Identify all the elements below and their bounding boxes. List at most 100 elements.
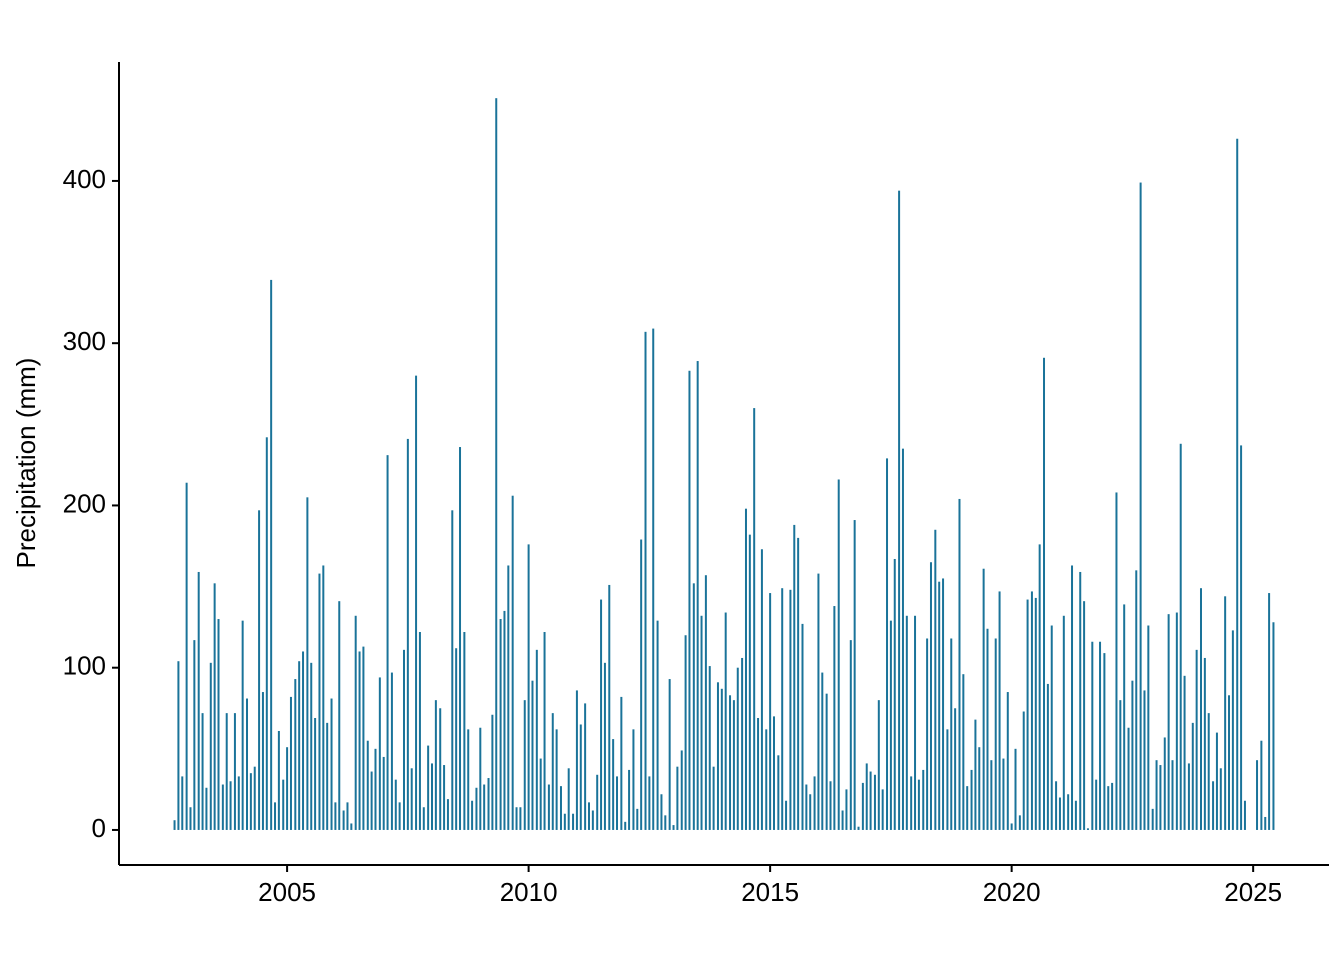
bar (781, 588, 784, 830)
bar (668, 679, 671, 830)
bar (1231, 630, 1234, 830)
bar (748, 534, 751, 830)
bar (338, 601, 341, 830)
bar (282, 779, 285, 830)
bar (1199, 588, 1202, 830)
bar (821, 672, 824, 830)
bar (905, 615, 908, 830)
bar (708, 666, 711, 830)
bar (390, 672, 393, 830)
bar (197, 571, 200, 830)
bar (1224, 596, 1227, 830)
bar (994, 638, 997, 830)
bar (201, 713, 204, 830)
bar (1187, 763, 1190, 830)
bar (246, 698, 249, 830)
bar (427, 745, 430, 830)
bar (249, 773, 252, 830)
bar (926, 638, 929, 830)
bar (1038, 544, 1041, 830)
bar (1219, 768, 1222, 830)
bar (330, 698, 333, 830)
bar (418, 632, 421, 830)
bar (527, 544, 530, 830)
bar (861, 782, 864, 830)
bar (483, 784, 486, 830)
bar (181, 776, 184, 830)
bar (1167, 614, 1170, 830)
x-tick-label: 2015 (741, 877, 799, 907)
bar (555, 729, 558, 830)
bar (1002, 758, 1005, 830)
bar (185, 482, 188, 830)
bar (1183, 675, 1186, 830)
bar (938, 581, 941, 830)
bar (265, 437, 268, 830)
bar (1139, 182, 1142, 830)
bar (793, 524, 796, 830)
bar (1115, 492, 1118, 830)
x-tick-label: 2020 (983, 877, 1041, 907)
bar (471, 800, 474, 830)
bar (382, 756, 385, 830)
bar (374, 748, 377, 830)
bar (865, 763, 868, 830)
bar (289, 696, 292, 830)
bar (805, 784, 808, 830)
bar (1034, 597, 1037, 830)
bar (539, 758, 542, 830)
bar (173, 820, 176, 830)
bar (680, 750, 683, 830)
bar (986, 628, 989, 830)
bar (511, 495, 514, 830)
bar (1127, 727, 1130, 830)
bar (193, 640, 196, 830)
bar (1006, 692, 1009, 830)
bar (825, 693, 828, 830)
bar (1123, 604, 1126, 830)
bar (189, 807, 192, 830)
bar (700, 615, 703, 830)
bar (724, 612, 727, 830)
bar (258, 510, 261, 830)
bar (322, 565, 325, 830)
bar (696, 361, 699, 830)
bar (205, 787, 208, 830)
bar (958, 498, 961, 830)
bar (233, 713, 236, 830)
bar (378, 677, 381, 830)
bar (334, 802, 337, 830)
bar (1014, 748, 1017, 830)
bar (1131, 680, 1134, 830)
bar (978, 747, 981, 830)
bar (1018, 815, 1021, 830)
bar (1179, 443, 1182, 830)
bar (302, 651, 305, 830)
bar (1260, 740, 1263, 830)
bar (628, 769, 631, 830)
bar (813, 776, 816, 830)
bar (869, 771, 872, 830)
bar (1228, 695, 1231, 830)
bar (439, 708, 442, 830)
bar (833, 606, 836, 830)
bar (294, 679, 297, 830)
bar (350, 823, 353, 830)
bar (982, 568, 985, 830)
bar (241, 620, 244, 830)
bar (431, 763, 434, 830)
bar (1058, 797, 1061, 830)
bar (1207, 713, 1210, 830)
bar (1030, 591, 1033, 830)
bar (306, 497, 309, 830)
bar (732, 700, 735, 830)
bar (415, 375, 418, 830)
bar (644, 331, 647, 830)
bar (1022, 711, 1025, 830)
bar (342, 810, 345, 830)
bar (873, 774, 876, 830)
bar (664, 815, 667, 830)
bar (917, 779, 920, 830)
bar (1163, 737, 1166, 830)
